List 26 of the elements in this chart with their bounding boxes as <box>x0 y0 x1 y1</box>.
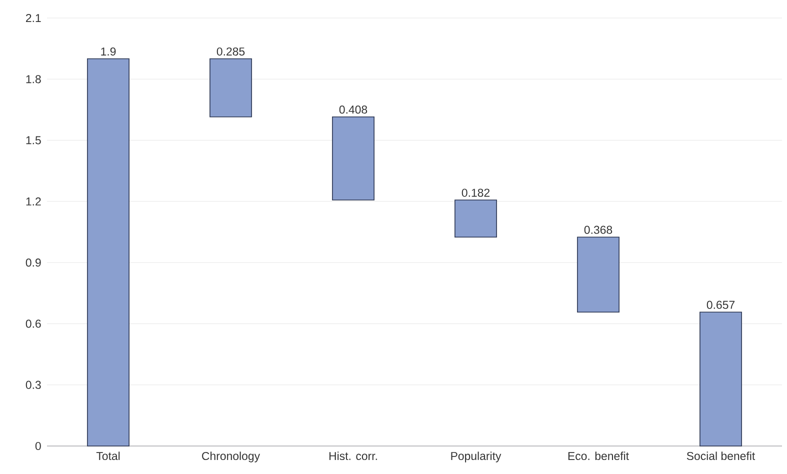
y-tick-label: 1.2 <box>26 197 41 206</box>
x-tick-label: Hist. corr. <box>329 452 377 460</box>
bar <box>700 312 742 446</box>
y-tick-label: 1.5 <box>26 136 41 144</box>
x-tick-label: Total <box>96 452 120 460</box>
y-tick-label: 1.8 <box>26 75 41 84</box>
x-tick-label: Social benefit <box>686 452 756 460</box>
y-tick-label: 0.6 <box>26 320 41 328</box>
data-label: 1.9 <box>101 47 116 56</box>
bar <box>577 236 620 312</box>
data-label: 0.408 <box>339 106 368 114</box>
bar <box>87 58 130 446</box>
bar <box>210 58 252 118</box>
y-tick-label: 2.1 <box>26 14 41 22</box>
y-tick-label: 0.3 <box>26 380 41 389</box>
y-tick-label: 0.9 <box>26 258 41 267</box>
bar <box>332 116 374 200</box>
data-label: 0.182 <box>462 188 490 197</box>
x-tick-label: Chronology <box>202 452 260 462</box>
data-label: 0.285 <box>216 47 245 56</box>
data-label: 0.657 <box>706 300 735 309</box>
y-tick-label: 0 <box>35 442 41 450</box>
bar <box>454 200 497 238</box>
x-tick-label: Popularity <box>451 452 502 462</box>
data-label: 0.368 <box>584 226 612 234</box>
x-tick-label: Eco. benefit <box>568 452 629 460</box>
